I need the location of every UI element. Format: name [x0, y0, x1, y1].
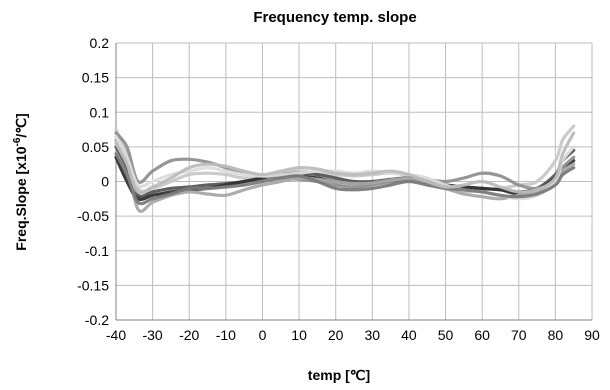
y-tick-label: -0.15	[77, 277, 109, 293]
y-tick-label: -0.05	[77, 208, 109, 224]
y-tick-label: 0.05	[82, 139, 109, 155]
x-tick-label: 20	[328, 327, 344, 343]
x-tick-label: 40	[401, 327, 417, 343]
x-tick-label: 90	[584, 327, 600, 343]
x-tick-label: -30	[142, 327, 162, 343]
x-tick-label: -10	[216, 327, 236, 343]
y-tick-label: 0.15	[82, 70, 109, 86]
y-tick-label: 0	[101, 174, 109, 190]
series-line-4	[114, 131, 576, 191]
x-axis-label: temp [℃]	[308, 367, 370, 383]
y-axis-label: Freq.Slope [x10-6/℃]	[12, 113, 29, 250]
y-axis-label-tail: /℃]	[13, 113, 29, 137]
x-tick-label: -40	[106, 327, 126, 343]
x-tick-label: -20	[179, 327, 199, 343]
x-tick-label: 10	[291, 327, 307, 343]
series-layer	[114, 124, 576, 213]
x-tick-label: 0	[259, 327, 267, 343]
series-line-7	[114, 152, 576, 206]
y-tick-label: -0.1	[85, 243, 109, 259]
y-tick-label: 0.2	[90, 35, 110, 51]
axis-layer	[115, 43, 592, 321]
y-axis-label-superscript: -6	[12, 137, 23, 146]
y-tick-label: -0.2	[85, 312, 109, 328]
y-tick-label: 0.1	[90, 104, 110, 120]
tick-label-layer: -40 -30 -20 -10 0 10 20 30 40 50 60 70 80 90 0.2 0.15 0.…	[77, 35, 600, 343]
x-tick-label: 80	[548, 327, 564, 343]
x-tick-label: 60	[474, 327, 490, 343]
x-tick-label: 70	[511, 327, 527, 343]
chart-title: Frequency temp. slope	[253, 9, 416, 26]
x-tick-label: 50	[438, 327, 454, 343]
series-line-8	[114, 131, 576, 195]
x-tick-label: 30	[365, 327, 381, 343]
y-axis-label-base: Freq.Slope [x10	[13, 146, 29, 250]
